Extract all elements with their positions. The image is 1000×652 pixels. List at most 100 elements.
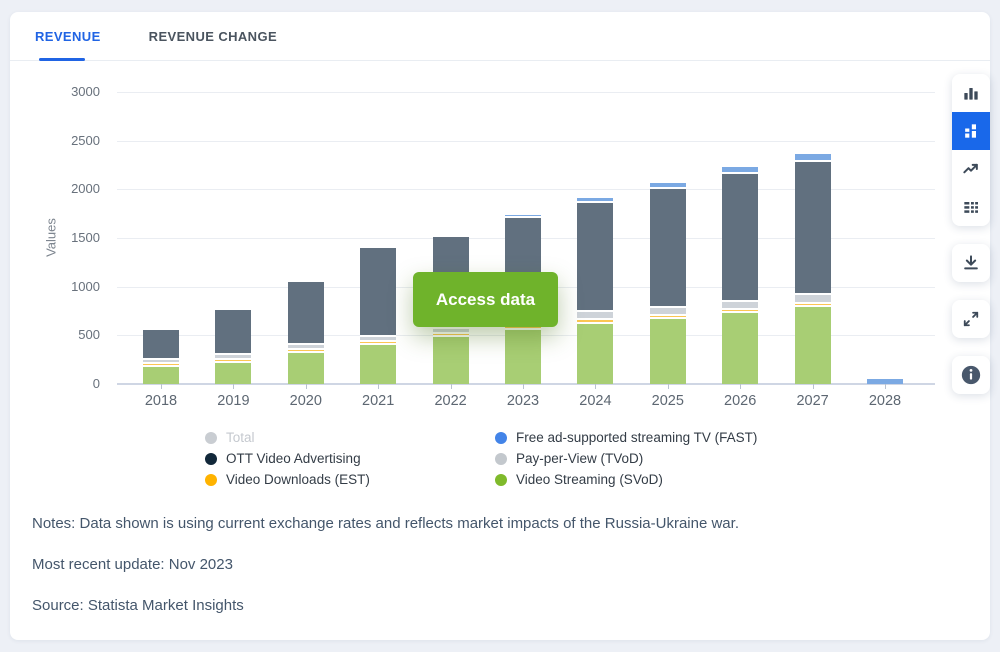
bar-segment-2021-est[interactable]: [360, 341, 397, 346]
bar-segment-2020-svod[interactable]: [287, 352, 324, 384]
bar-segment-2026-tvod[interactable]: [722, 301, 759, 311]
chart-toolbar: [952, 74, 990, 412]
stacked-column-chart-button[interactable]: [952, 112, 990, 150]
plot-area: 0 500 1000 1500 2000 2500 3000 2018 2019 2020 2021…: [71, 84, 935, 409]
bar-2022[interactable]: [432, 92, 469, 384]
info-icon: [960, 364, 982, 386]
bar-segment-2020-ott-video-advertising[interactable]: [287, 281, 324, 346]
bar-2028[interactable]: [867, 92, 903, 384]
info-button[interactable]: [952, 356, 990, 394]
legend-dot-icon: [495, 452, 507, 465]
bar-segment-2023-fast[interactable]: [505, 215, 541, 219]
tab-revenue-change[interactable]: REVENUE CHANGE: [148, 28, 278, 44]
legend-item-free-ad-supported-streaming-tv-fast[interactable]: Free ad-supported streaming TV (FAST): [495, 430, 757, 445]
bar-segment-2025-ott-video-advertising[interactable]: [649, 188, 686, 309]
bar-segment-2026-fast[interactable]: [722, 167, 759, 175]
bar-segment-2027-ott-video-advertising[interactable]: [794, 161, 831, 296]
legend-label: Total: [226, 430, 255, 445]
legend-item-pay-per-view-tvod[interactable]: Pay-per-View (TVoD): [495, 451, 757, 466]
x-tick: [161, 384, 162, 389]
bar-2021[interactable]: [360, 92, 397, 384]
bar-segment-2025-fast[interactable]: [649, 182, 686, 189]
bar-segment-2022-est[interactable]: [432, 333, 469, 338]
download-button[interactable]: [952, 244, 990, 282]
y-tick-label: 1000: [71, 278, 100, 294]
data-table-icon: [961, 197, 981, 217]
access-data-button[interactable]: Access data: [413, 272, 558, 327]
legend-label: Free ad-supported streaming TV (FAST): [516, 430, 758, 445]
bar-segment-2019-est[interactable]: [215, 359, 252, 364]
fullscreen-button[interactable]: [952, 300, 990, 338]
legend-dot-icon: [495, 431, 507, 444]
column-chart-icon: [961, 83, 981, 103]
x-tick-label: 2028: [868, 393, 902, 409]
bar-segment-2028-fast[interactable]: [867, 378, 903, 384]
bar-2023[interactable]: [505, 92, 541, 384]
bar-segment-2018-tvod[interactable]: [143, 359, 179, 365]
bar-segment-2025-tvod[interactable]: [649, 308, 686, 316]
x-tick-label: 2025: [651, 393, 684, 409]
x-tick: [233, 384, 235, 389]
legend-dot-icon: [205, 452, 217, 465]
column-chart-button[interactable]: [952, 74, 990, 112]
bar-segment-2019-svod[interactable]: [215, 363, 252, 384]
x-tick: [667, 384, 669, 389]
x-tick-label: 2020: [289, 393, 322, 409]
x-tick-label: 2018: [144, 393, 178, 409]
bar-segment-2019-tvod[interactable]: [215, 355, 252, 360]
bar-segment-2022-fast[interactable]: [432, 234, 469, 237]
legend-item-total[interactable]: Total: [205, 430, 370, 445]
fullscreen-icon: [961, 309, 981, 329]
bar-segment-2022-svod[interactable]: [432, 337, 469, 384]
bar-segment-2018-svod[interactable]: [143, 366, 179, 384]
line-chart-icon: [961, 159, 981, 179]
bar-segment-2027-tvod[interactable]: [794, 295, 831, 304]
bar-2018[interactable]: [143, 92, 179, 384]
bar-segment-2021-fast[interactable]: [360, 246, 397, 249]
bar-segment-2026-svod[interactable]: [722, 313, 759, 384]
legend-label: OTT Video Advertising: [226, 451, 361, 466]
bar-segment-2026-ott-video-advertising[interactable]: [722, 174, 759, 302]
legend-label: Pay-per-View (TVoD): [516, 451, 644, 466]
bar-2026[interactable]: [722, 92, 759, 384]
bar-segment-2021-ott-video-advertising[interactable]: [360, 248, 397, 337]
bar-segment-2024-est[interactable]: [577, 320, 614, 324]
tab-bar: REVENUE REVENUE CHANGE: [10, 12, 990, 61]
bar-segment-2023-svod[interactable]: [505, 329, 541, 384]
bar-segment-2021-tvod[interactable]: [360, 336, 397, 342]
bar-segment-2021-svod[interactable]: [360, 345, 397, 384]
bar-2025[interactable]: [649, 92, 686, 384]
x-tick: [812, 384, 814, 389]
legend-item-video-downloads-est[interactable]: Video Downloads (EST): [205, 472, 370, 487]
bar-segment-2024-ott-video-advertising[interactable]: [577, 203, 614, 313]
bar-segment-2026-est[interactable]: [722, 310, 759, 314]
legend-item-ott-video-advertising[interactable]: OTT Video Advertising: [205, 451, 370, 466]
bar-segment-2024-fast[interactable]: [577, 197, 614, 204]
line-chart-button[interactable]: [952, 150, 990, 188]
bar-segment-2022-tvod[interactable]: [432, 328, 469, 334]
bar-2027[interactable]: [794, 92, 831, 384]
bar-segment-2027-est[interactable]: [794, 303, 831, 308]
bar-segment-2025-svod[interactable]: [649, 319, 686, 384]
y-tick-label: 0: [92, 376, 100, 391]
bar-segment-2023-est[interactable]: [505, 326, 541, 330]
x-tick-label: 2026: [724, 393, 757, 409]
data-table-button[interactable]: [952, 188, 990, 226]
bar-segment-2027-fast[interactable]: [794, 154, 831, 162]
legend-item-video-streaming-svod[interactable]: Video Streaming (SVoD): [495, 472, 757, 487]
download-icon: [961, 253, 981, 273]
bar-segment-2024-tvod[interactable]: [577, 312, 614, 321]
bar-segment-2020-est[interactable]: [287, 349, 324, 353]
bar-segment-2018-est[interactable]: [143, 364, 179, 367]
bar-2019[interactable]: [215, 92, 252, 384]
bar-2020[interactable]: [287, 92, 324, 384]
bar-segment-2025-est[interactable]: [649, 315, 686, 320]
bar-segment-2019-ott-video-advertising[interactable]: [215, 309, 252, 356]
bar-segment-2020-tvod[interactable]: [287, 345, 324, 350]
bar-2024[interactable]: [577, 92, 614, 384]
bar-segment-2024-svod[interactable]: [577, 323, 614, 384]
bar-segment-2027-svod[interactable]: [794, 307, 831, 384]
tab-revenue[interactable]: REVENUE: [35, 12, 101, 61]
gridline: [117, 189, 935, 191]
bar-segment-2018-ott-video-advertising[interactable]: [143, 330, 179, 360]
